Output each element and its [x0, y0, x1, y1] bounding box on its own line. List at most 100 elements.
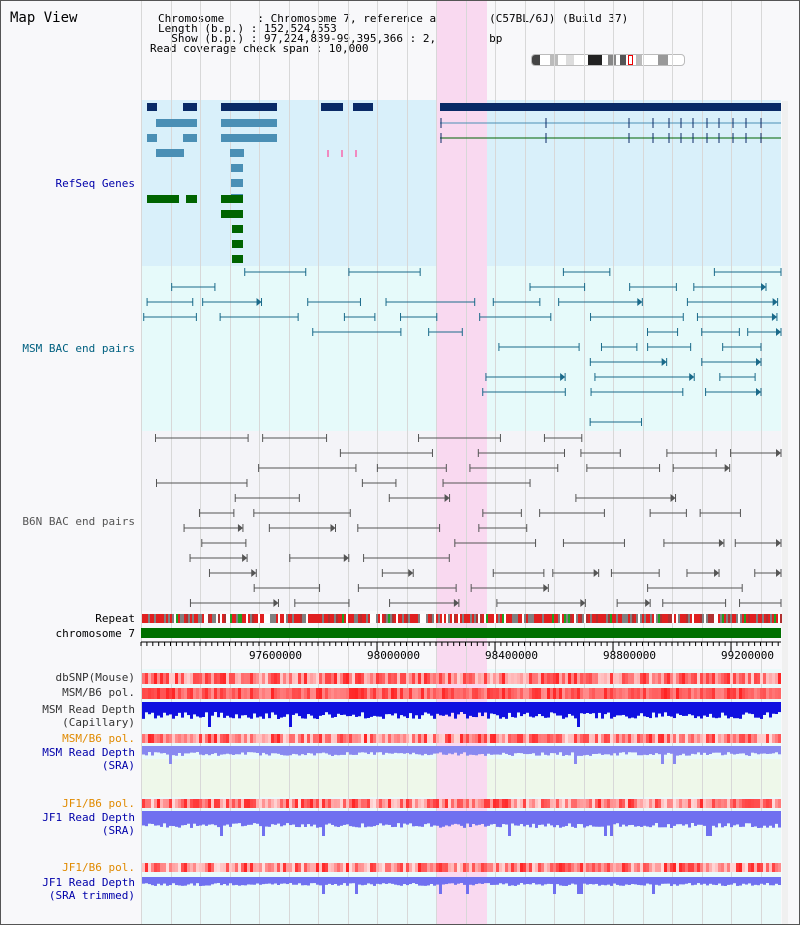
label-repeat[interactable]: Repeat — [95, 612, 135, 625]
read-depth-bin — [583, 811, 586, 828]
read-depth-bin — [307, 811, 310, 825]
repeat-segment — [280, 614, 282, 623]
grid-line — [259, 1, 260, 924]
polymorphism-bin — [163, 799, 166, 808]
grid-line — [141, 1, 142, 924]
polymorphism-bin — [247, 673, 250, 684]
grid-line — [702, 1, 703, 924]
read-depth-bin — [337, 746, 340, 756]
read-depth-bin — [382, 877, 385, 884]
polymorphism-bin — [451, 863, 454, 872]
label-msm-bac[interactable]: MSM BAC end pairs — [22, 342, 135, 355]
polymorphism-bin — [346, 673, 349, 684]
polymorphism-bin — [322, 799, 325, 808]
polymorphism-bin — [271, 799, 274, 808]
polymorphism-bin — [592, 673, 595, 684]
repeat-segment — [696, 614, 698, 623]
read-depth-bin — [235, 877, 238, 885]
polymorphism-bin — [481, 688, 484, 699]
read-depth-bin — [172, 877, 175, 884]
gene-feature — [232, 225, 243, 233]
polymorphism-bin — [586, 673, 589, 684]
label-msm-depth-capillary[interactable]: MSM Read Depth (Capillary) — [42, 703, 135, 729]
label-msm-b6-pol-2[interactable]: MSM/B6 pol. — [62, 732, 135, 745]
polymorphism-bin — [373, 863, 376, 872]
label-jf1-depth-sra[interactable]: JF1 Read Depth (SRA) — [42, 811, 135, 837]
read-depth-bin — [703, 746, 706, 753]
polymorphism-bin — [349, 799, 352, 808]
polymorphism-bin — [262, 734, 265, 743]
polymorphism-bin — [214, 863, 217, 872]
polymorphism-bin — [466, 734, 469, 743]
read-depth-bin — [526, 877, 529, 884]
read-depth-bin — [721, 746, 724, 756]
read-depth-bin — [775, 811, 778, 824]
label-b6n-bac[interactable]: B6N BAC end pairs — [22, 515, 135, 528]
polymorphism-bin — [175, 799, 178, 808]
polymorphism-bin — [721, 799, 724, 808]
polymorphism-bin — [637, 688, 640, 699]
label-jf1-b6-pol[interactable]: JF1/B6 pol. — [62, 797, 135, 810]
polymorphism-bin — [610, 734, 613, 743]
polymorphism-bin — [145, 799, 148, 808]
repeat-segment — [300, 614, 302, 623]
polymorphism-bin — [292, 799, 295, 808]
label-jf1-b6-pol-2[interactable]: JF1/B6 pol. — [62, 861, 135, 874]
polymorphism-bin — [739, 863, 742, 872]
label-msm-depth-sra[interactable]: MSM Read Depth (SRA) — [42, 746, 135, 772]
polymorphism-bin — [484, 799, 487, 808]
repeat-segment — [522, 614, 524, 623]
read-depth-bin — [451, 877, 454, 884]
vertical-scrollbar[interactable] — [782, 101, 788, 924]
repeat-segment — [540, 614, 542, 623]
label-refseq-genes[interactable]: RefSeq Genes — [55, 177, 135, 190]
read-depth-bin — [721, 877, 724, 886]
read-depth-bin — [589, 746, 592, 756]
polymorphism-bin — [190, 734, 193, 743]
read-depth-bin — [244, 811, 247, 826]
polymorphism-bin — [508, 734, 511, 743]
repeat-segment — [730, 614, 732, 623]
repeat-segment — [388, 614, 390, 623]
polymorphism-bin — [247, 688, 250, 699]
polymorphism-bin — [388, 863, 391, 872]
read-depth-bin — [496, 702, 499, 716]
read-depth-bin — [433, 877, 436, 886]
read-depth-bin — [160, 811, 163, 827]
label-dbsnp[interactable]: dbSNP(Mouse) — [55, 671, 135, 684]
polymorphism-bin — [178, 734, 181, 743]
read-depth-bin — [520, 877, 523, 884]
polymorphism-bin — [688, 799, 691, 808]
polymorphism-bin — [610, 799, 613, 808]
label-msm-b6-pol[interactable]: MSM/B6 pol. — [62, 686, 135, 699]
read-depth-bin — [304, 811, 307, 827]
read-depth-bin — [313, 877, 316, 884]
polymorphism-bin — [571, 863, 574, 872]
polymorphism-bin — [634, 673, 637, 684]
msm-bac-pair — [756, 358, 761, 366]
repeat-segment — [628, 614, 630, 623]
polymorphism-bin — [544, 734, 547, 743]
polymorphism-bin — [433, 863, 436, 872]
selected-region-highlight[interactable] — [436, 1, 487, 924]
label-jf1-depth-trimmed[interactable]: JF1 Read Depth (SRA trimmed) — [42, 876, 135, 902]
read-depth-bin — [640, 702, 643, 714]
read-depth-bin — [628, 811, 631, 826]
polymorphism-bin — [769, 799, 772, 808]
read-depth-bin — [460, 702, 463, 713]
polymorphism-bin — [466, 673, 469, 684]
repeat-segment — [480, 614, 482, 623]
polymorphism-bin — [547, 688, 550, 699]
read-depth-bin — [601, 877, 604, 885]
label-chromosome[interactable]: chromosome 7 — [55, 627, 135, 640]
read-depth-bin — [667, 746, 670, 753]
polymorphism-bin — [325, 863, 328, 872]
polymorphism-bin — [295, 673, 298, 684]
polymorphism-bin — [145, 688, 148, 699]
polymorphism-bin — [487, 799, 490, 808]
polymorphism-bin — [478, 688, 481, 699]
repeat-segment — [270, 614, 272, 623]
read-depth-bin — [736, 877, 739, 886]
repeat-segment — [302, 614, 304, 623]
